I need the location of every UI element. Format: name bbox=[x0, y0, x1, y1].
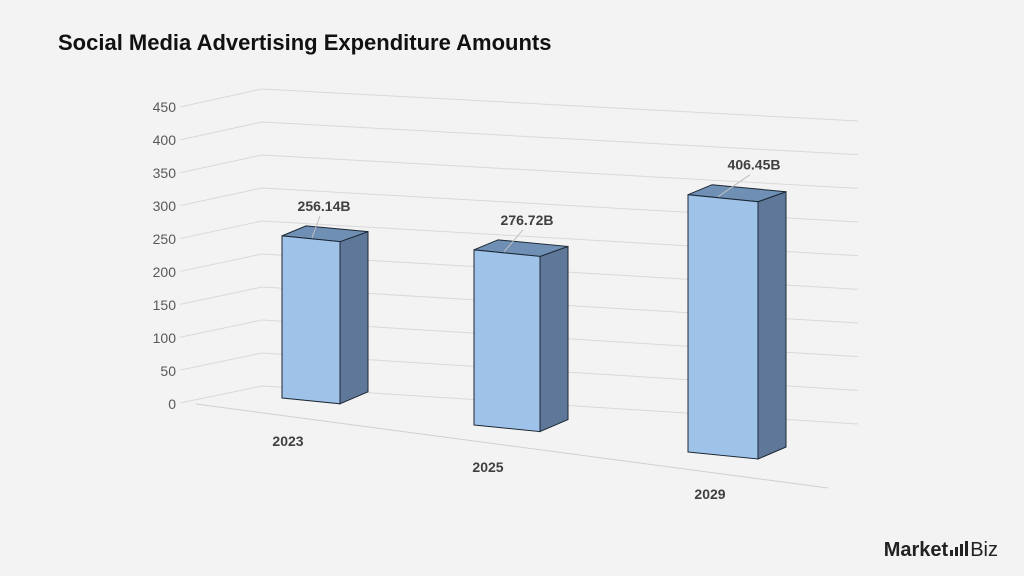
gridline-left bbox=[179, 385, 263, 404]
gridline-left bbox=[179, 220, 263, 240]
gridline bbox=[261, 88, 859, 122]
bar-side bbox=[539, 245, 569, 433]
data-label-leader bbox=[503, 229, 524, 253]
y-tick-label: 150 bbox=[153, 297, 177, 313]
gridline-left bbox=[179, 319, 263, 338]
bars bbox=[281, 184, 787, 460]
marketbiz-logo: Market Biz bbox=[884, 539, 998, 562]
data-label-leader bbox=[311, 215, 321, 239]
data-label-leader bbox=[717, 174, 751, 198]
gridline-left bbox=[179, 286, 263, 305]
gridline bbox=[261, 154, 859, 189]
gridline-left bbox=[179, 352, 263, 371]
logo-text-biz: Biz bbox=[970, 539, 998, 561]
y-tick-label: 300 bbox=[153, 198, 177, 214]
y-tick-label: 450 bbox=[153, 99, 177, 115]
y-tick-label: 100 bbox=[153, 330, 177, 346]
gridline-left bbox=[179, 154, 263, 174]
bar-side bbox=[757, 191, 787, 460]
gridline-left bbox=[179, 88, 263, 108]
data-label: 276.72B bbox=[501, 212, 554, 228]
floor-edge bbox=[195, 403, 829, 489]
bar-front bbox=[281, 235, 341, 405]
bar-front bbox=[473, 249, 541, 433]
gridline bbox=[261, 121, 859, 156]
x-axis-labels: 2023 2025 2029 bbox=[272, 433, 725, 502]
x-tick-label: 2025 bbox=[472, 459, 503, 475]
y-tick-label: 0 bbox=[168, 396, 176, 412]
x-tick-label: 2029 bbox=[694, 486, 725, 502]
data-label: 406.45B bbox=[728, 157, 781, 173]
y-tick-label: 400 bbox=[153, 132, 177, 148]
y-tick-label: 350 bbox=[153, 165, 177, 181]
data-label: 256.14B bbox=[298, 198, 351, 214]
y-tick-label: 50 bbox=[160, 363, 176, 379]
bar-side bbox=[339, 230, 369, 405]
gridline-left bbox=[179, 253, 263, 272]
y-tick-label: 250 bbox=[153, 231, 177, 247]
bar-front bbox=[687, 194, 759, 460]
chart-title: Social Media Advertising Expenditure Amo… bbox=[58, 30, 552, 55]
logo-text-market: Market bbox=[883, 539, 949, 561]
logo-bars-icon bbox=[950, 541, 969, 556]
y-tick-label: 200 bbox=[153, 264, 177, 280]
gridline-left bbox=[179, 121, 263, 141]
y-axis-ticks: 0 50 100 150 200 250 300 350 400 450 bbox=[153, 99, 177, 412]
x-tick-label: 2023 bbox=[272, 433, 303, 449]
gridline-left bbox=[179, 187, 263, 207]
data-labels: 256.14B 276.72B 406.45B bbox=[298, 157, 781, 253]
